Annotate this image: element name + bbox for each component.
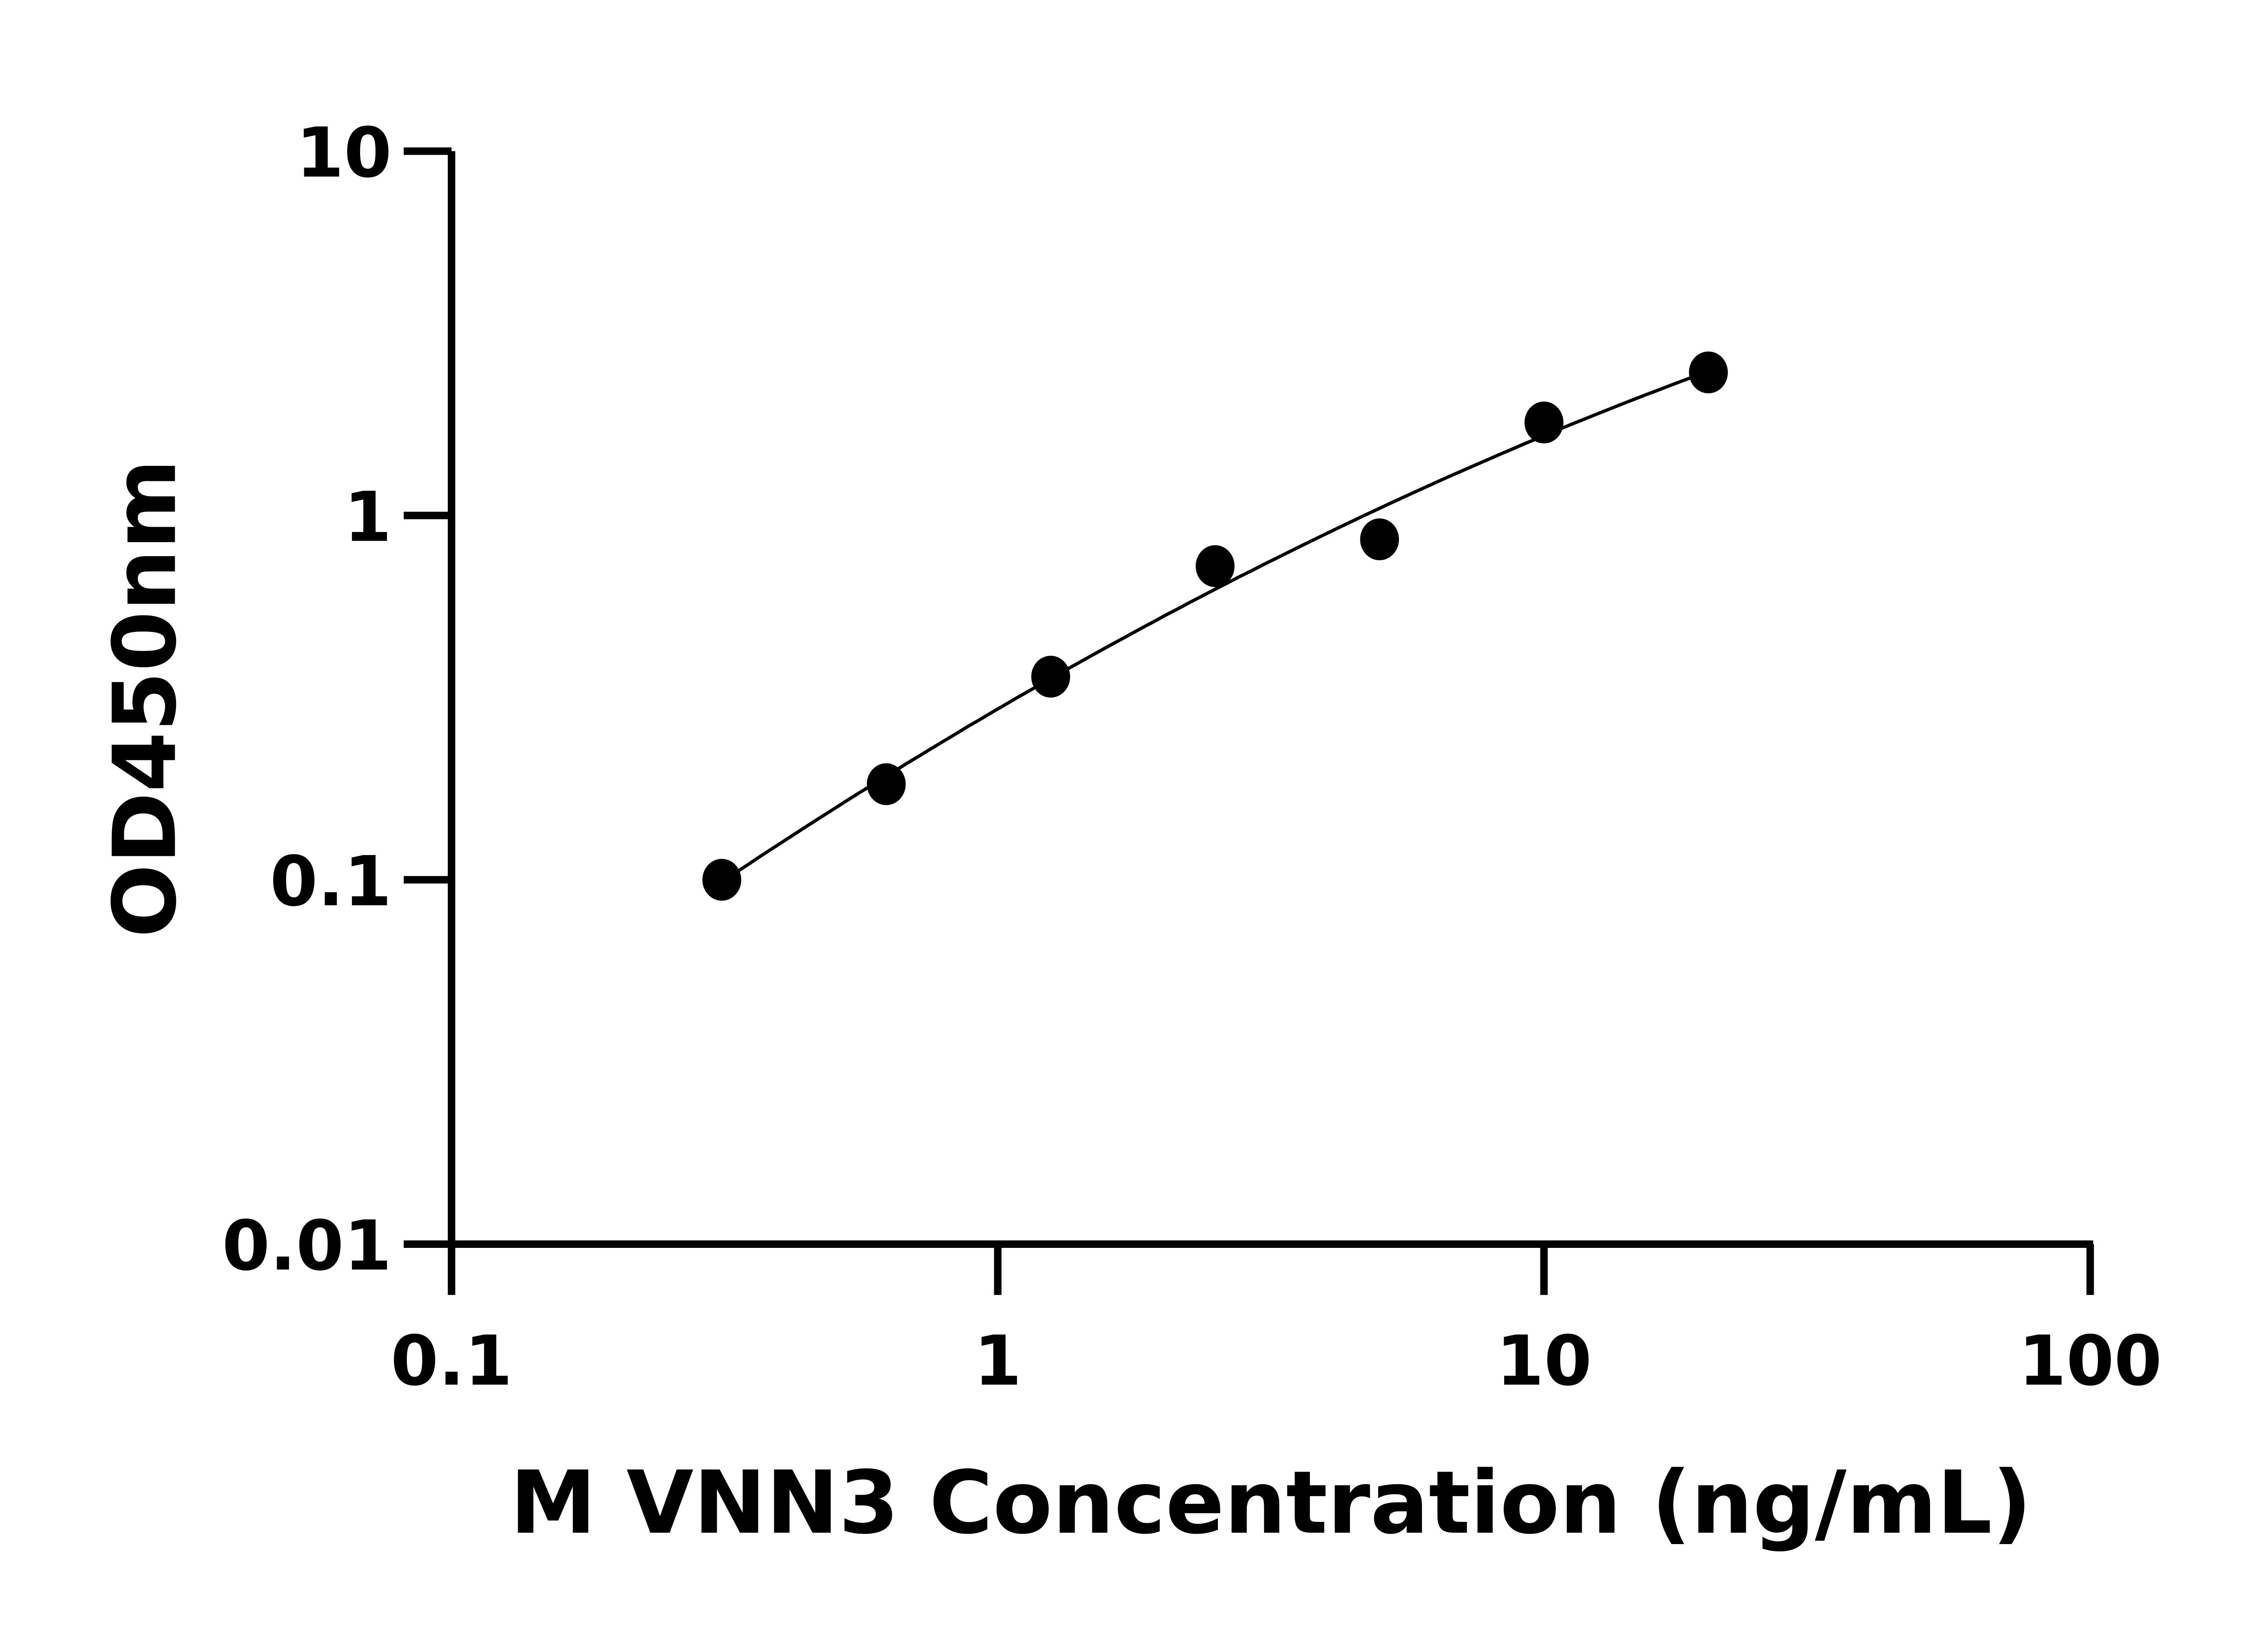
y-tick-label: 0.01 [222,1206,392,1286]
x-tick-label: 0.1 [391,1321,513,1401]
data-point [1031,655,1070,698]
y-tick-label: 10 [296,112,392,193]
axes: 0.01 0.1 1 10 0.1 1 10 100 [222,112,2162,1401]
data-point [1195,545,1235,587]
x-axis-label: M VNN3 Concentration (ng/mL) [510,1453,2032,1554]
data-points [702,351,1728,901]
data-point [1360,518,1399,561]
y-tick-label: 0.1 [270,841,392,922]
x-tick-label: 1 [974,1321,1022,1401]
fit-curve [721,370,1709,884]
data-point [1689,351,1728,394]
y-axis-label: OD450nm [95,459,196,938]
x-tick-label: 10 [1496,1321,1592,1401]
x-tick-label: 100 [2019,1321,2162,1401]
data-point [1524,401,1564,444]
data-point [702,859,742,901]
data-point [866,763,906,805]
y-tick-label: 1 [344,477,391,557]
